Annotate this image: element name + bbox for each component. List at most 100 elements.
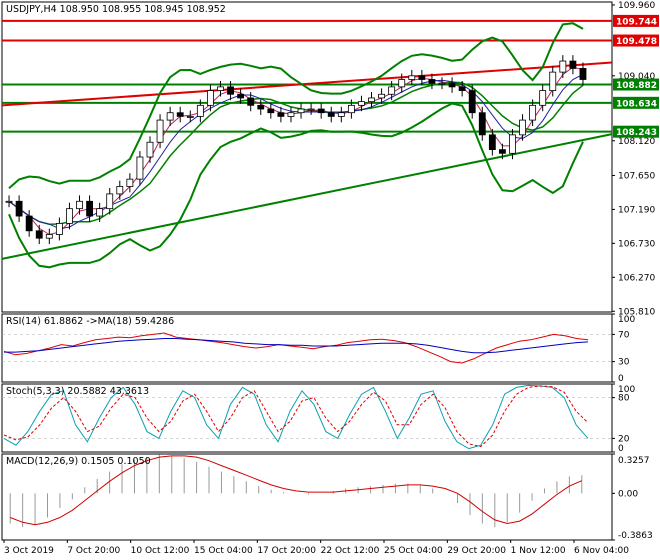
candle-body: [55, 223, 63, 235]
time-tick-label: 17 Oct 20:00: [257, 546, 316, 556]
moving-average-fast: [8, 66, 584, 236]
level-price-tag: [613, 125, 659, 138]
candle-body: [76, 200, 83, 210]
time-tick-label: 10 Oct 12:00: [131, 546, 190, 556]
oscillator-tick-label: 20: [618, 434, 630, 444]
panel-frame-3: [1, 453, 613, 541]
price-tick-label: 106.730: [618, 239, 655, 249]
candle-body: [317, 108, 325, 114]
price-tick-label: 107.190: [618, 205, 655, 215]
candle-body: [398, 79, 406, 88]
level-price-label: 108.634: [616, 99, 657, 109]
candle-body: [337, 112, 345, 117]
candle-body: [468, 90, 476, 114]
candle-body: [227, 86, 234, 95]
oscillator-tick-label: 70: [618, 330, 630, 340]
level-price-label: 108.882: [616, 81, 657, 91]
time-tick-label: 6 Nov 04:00: [574, 546, 629, 556]
candle-body: [126, 178, 134, 187]
candle-body: [358, 101, 365, 106]
time-tick-label: 15 Oct 04:00: [194, 546, 253, 556]
candle-body: [196, 104, 204, 117]
oscillator-tick-label: 30: [618, 358, 630, 368]
candle-body: [277, 112, 285, 117]
candle-body: [86, 200, 94, 217]
time-tick-label: 7 Oct 20:00: [67, 546, 120, 556]
level-price-tag: [613, 14, 659, 27]
candle-body: [307, 108, 315, 111]
candle-body: [509, 134, 516, 154]
moving-average-slow: [8, 73, 584, 230]
price-tick-label: 109.040: [618, 72, 655, 82]
oscillator-tick-label: 100: [618, 385, 635, 395]
macd-signal-line: [10, 455, 582, 526]
bollinger-upper-band: [8, 22, 584, 190]
trendline: [1, 133, 613, 260]
candle-body: [217, 86, 224, 91]
candle-body: [106, 193, 114, 210]
level-price-label: 108.243: [616, 128, 657, 138]
macd-tick-label: 0.3257: [618, 456, 650, 466]
candle-body: [539, 90, 547, 106]
time-tick-label: 1 Nov 12:00: [511, 546, 566, 556]
oscillator-title: Stoch(5,3,3) 20.5882 43.3613: [6, 386, 149, 397]
price-tick-label: 106.270: [618, 273, 655, 283]
candle-body: [267, 108, 275, 114]
macd-title: MACD(12,26,9) 0.1505 0.1050: [6, 456, 151, 467]
candle-body: [388, 86, 396, 95]
candle-body: [498, 149, 506, 154]
time-tick-label: 3 Oct 2019: [4, 546, 54, 556]
oscillator-series-line: [4, 338, 589, 354]
price-tick-label: 109.960: [618, 1, 655, 11]
candle-body: [247, 97, 255, 106]
price-tick-label: 107.650: [618, 171, 655, 181]
oscillator-tick-label: 0: [618, 444, 624, 454]
candle-body: [458, 86, 466, 91]
level-price-tag: [613, 78, 659, 91]
candle-body: [35, 230, 43, 239]
candle-body: [378, 93, 386, 99]
bollinger-lower-band: [8, 102, 584, 269]
candle-body: [166, 112, 174, 121]
price-chart-title: USDJPY,H4 108.950 108.955 108.945 108.95…: [6, 4, 226, 15]
candle-body: [287, 112, 295, 117]
candle-body: [136, 156, 144, 180]
candle-body: [519, 119, 526, 136]
level-price-label: 109.478: [616, 37, 657, 47]
price-tick-label: 108.120: [618, 137, 655, 147]
candle-body: [176, 112, 184, 117]
time-tick-label: 25 Oct 04:00: [384, 546, 443, 556]
panel-frame-0: [1, 1, 613, 313]
price-tick-label: 105.810: [618, 307, 655, 317]
candle-body: [327, 112, 335, 117]
candle-body: [529, 104, 537, 121]
bollinger-middle-band: [8, 81, 584, 225]
candle-body: [579, 68, 587, 80]
candle-body: [45, 234, 53, 239]
time-tick-label: 29 Oct 20:00: [447, 546, 506, 556]
time-tick-label: 22 Oct 12:00: [321, 546, 380, 556]
oscillator-title: RSI(14) 61.8862 ->MA(18) 59.4286: [6, 316, 174, 327]
level-price-label: 109.744: [616, 17, 657, 27]
candle-body: [146, 141, 154, 158]
level-price-tag: [613, 34, 659, 47]
candle-body: [408, 75, 416, 80]
candle-body: [5, 200, 13, 203]
trendline: [1, 61, 613, 107]
candle-body: [186, 116, 194, 118]
macd-tick-label: 0.00: [618, 489, 638, 499]
candle-body: [478, 112, 486, 136]
candle-body: [569, 60, 577, 69]
oscillator-tick-label: 0: [618, 374, 624, 384]
candle-body: [549, 71, 557, 91]
oscillator-series-line: [3, 332, 589, 364]
candle-body: [237, 93, 245, 99]
oscillator-tick-label: 80: [618, 394, 630, 404]
oscillator-series-line: [3, 384, 589, 450]
candle-body: [156, 119, 164, 143]
candle-body: [257, 104, 265, 110]
level-price-tag: [613, 96, 659, 109]
oscillator-series-line: [3, 385, 589, 448]
